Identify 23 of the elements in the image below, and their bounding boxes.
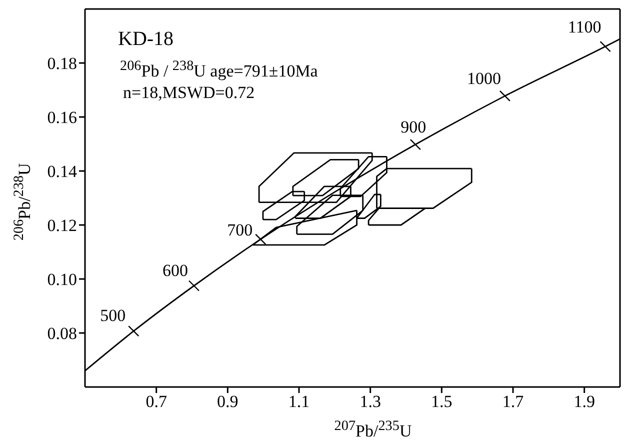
- x-tick-label: 1.7: [502, 392, 524, 412]
- x-tick-label: 1.9: [574, 392, 595, 412]
- annotation: 1100: [568, 18, 602, 37]
- text: $^{206}$Pb / $^{238}$U age=791±10Ma: [120, 58, 318, 82]
- y-tick-label: 0.16: [47, 108, 77, 128]
- annotation: 700: [227, 220, 253, 240]
- annotation: n=18,MSWD=0.72: [123, 83, 255, 103]
- text: KD-18: [118, 28, 174, 51]
- y-tick-label: 0.08: [47, 324, 77, 344]
- x-tick-label: 0.7: [146, 392, 168, 412]
- y-tick-label: 0.18: [47, 54, 77, 74]
- annotation: 600: [162, 260, 188, 280]
- x-tick-label: 1.3: [360, 392, 381, 412]
- annotation: 900: [400, 118, 426, 137]
- x-tick-label: 0.9: [217, 392, 238, 412]
- x-tick-label: 1.5: [431, 392, 452, 412]
- y-tick-label: 0.12: [47, 216, 77, 236]
- x-axis-title: $^{207}$Pb/$^{235}$U: [333, 418, 413, 442]
- x-tick-label: 1.1: [288, 392, 310, 412]
- y-tick-label: 0.14: [47, 162, 78, 182]
- y-tick-label: 0.10: [47, 270, 77, 290]
- annotation: 1000: [466, 68, 501, 88]
- annotation: 500: [100, 306, 126, 326]
